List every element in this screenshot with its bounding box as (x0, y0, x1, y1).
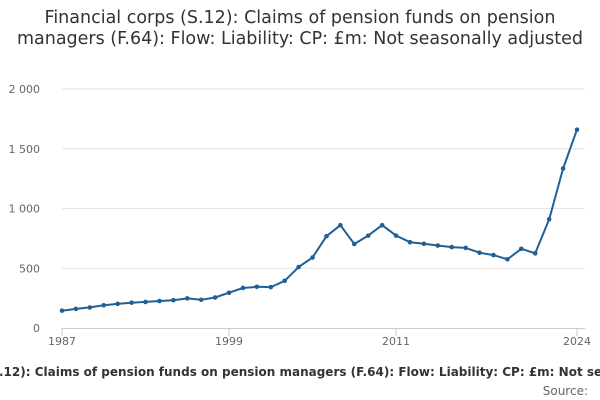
chart-title: Financial corps (S.12): Claims of pensio… (16, 8, 584, 49)
data-point[interactable] (268, 284, 274, 290)
data-point[interactable] (491, 252, 496, 258)
y-tick-label: 1 000 (9, 203, 41, 216)
x-tick-label: 2011 (382, 335, 410, 348)
legend: Financial corps (S.12): Claims of pensio… (0, 365, 600, 398)
data-point[interactable] (532, 251, 538, 256)
x-axis (61, 328, 585, 336)
data-point[interactable] (574, 127, 580, 132)
data-point[interactable] (226, 290, 232, 296)
legend-item-label: Financial corps (S.12): Claims of pensio… (0, 365, 600, 379)
tick-labels: 0 500 1 000 1 500 2 000 1987 1999 2011 2024 (9, 83, 592, 348)
y-tick-label: 2 000 (9, 83, 41, 96)
data-point[interactable] (282, 278, 288, 284)
data-point[interactable] (421, 241, 427, 247)
data-point[interactable] (365, 233, 371, 238)
data-point[interactable] (393, 233, 399, 238)
x-tick-label: 1987 (48, 335, 76, 348)
data-point[interactable] (310, 255, 315, 260)
data-point[interactable] (546, 216, 552, 222)
data-point[interactable] (449, 244, 455, 250)
data-point[interactable] (254, 284, 260, 290)
series-line (61, 129, 578, 312)
y-tick-label: 500 (19, 262, 40, 275)
y-tick-label: 1 500 (9, 143, 41, 156)
data-point[interactable] (143, 299, 148, 305)
x-tick-label: 1999 (215, 335, 243, 348)
data-point[interactable] (157, 298, 162, 304)
data-point[interactable] (324, 233, 329, 239)
gridlines (62, 88, 585, 269)
data-point[interactable] (519, 246, 524, 252)
data-point[interactable] (73, 306, 79, 312)
data-point[interactable] (212, 295, 218, 300)
data-point[interactable] (407, 239, 413, 245)
data-point[interactable] (338, 222, 343, 228)
data-point[interactable] (101, 302, 107, 308)
x-tick-label: 2024 (563, 335, 591, 348)
data-point[interactable] (59, 308, 65, 313)
data-point[interactable] (129, 300, 134, 305)
data-point[interactable] (477, 250, 482, 256)
data-point[interactable] (240, 285, 246, 291)
data-point[interactable] (115, 301, 120, 307)
data-point[interactable] (296, 264, 301, 270)
data-point[interactable] (560, 166, 566, 171)
data-point[interactable] (87, 305, 93, 310)
data-point[interactable] (198, 297, 204, 303)
series-layer (59, 127, 580, 313)
data-point[interactable] (184, 296, 190, 301)
data-point[interactable] (171, 297, 176, 303)
data-point[interactable] (435, 243, 441, 248)
data-point[interactable] (379, 222, 385, 228)
source-credit: Source: (543, 384, 588, 398)
data-point[interactable] (351, 241, 357, 247)
data-point[interactable] (463, 245, 468, 251)
data-point[interactable] (505, 256, 510, 262)
y-tick-label: 0 (33, 322, 40, 335)
